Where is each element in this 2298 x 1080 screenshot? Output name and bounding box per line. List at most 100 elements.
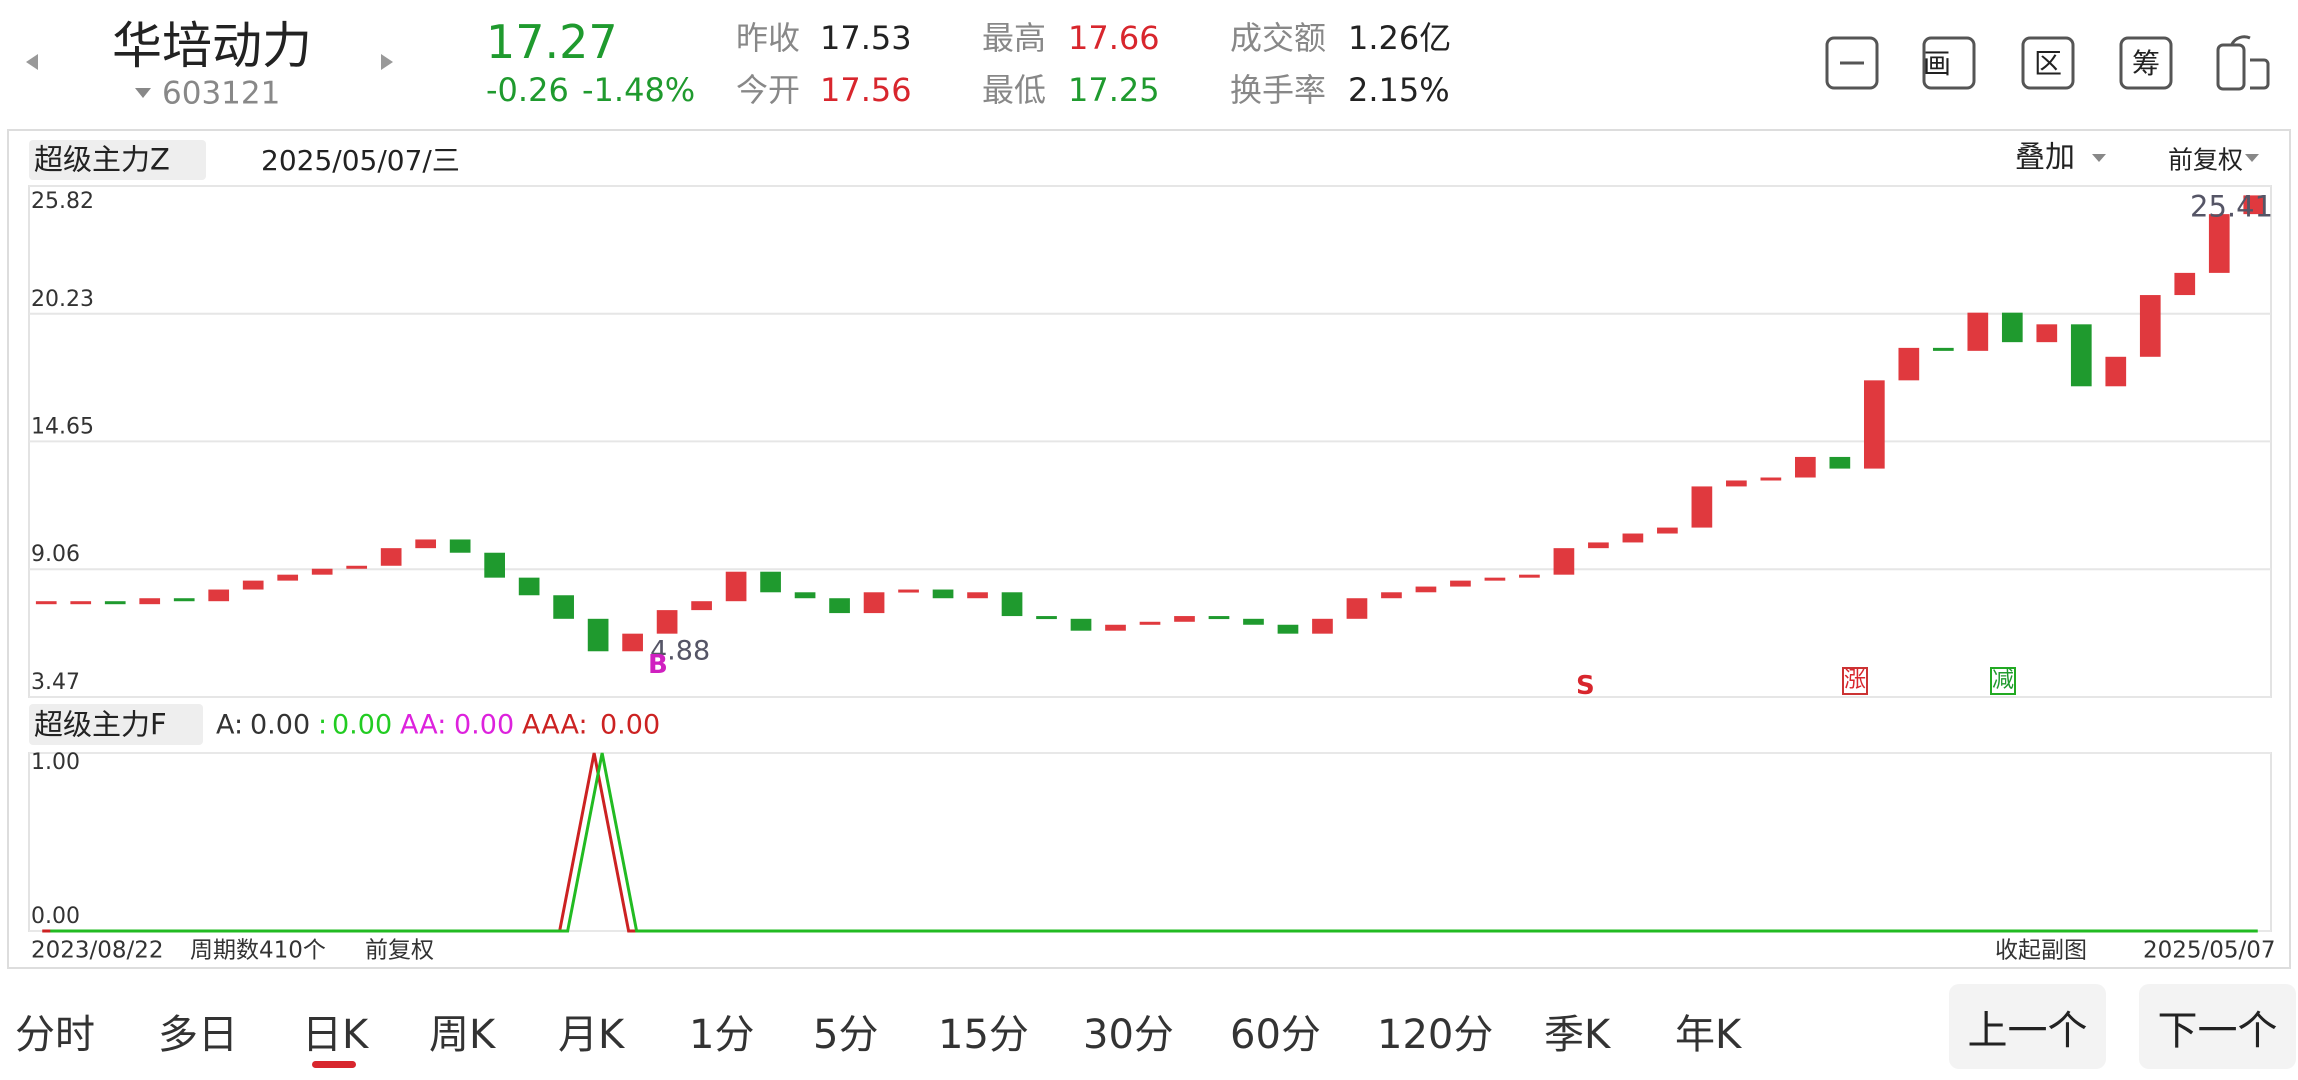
candle [1139,621,1161,625]
stat-value: 1.26亿 [1348,19,1452,57]
forward-arrow[interactable] [381,54,393,70]
tab[interactable]: 30分 [1083,1012,1174,1058]
candle [1070,618,1092,631]
stat-label: 最高 [982,19,1047,57]
stat-value: 2.15% [1348,71,1450,109]
collapse[interactable]: 收起副图 [1995,937,2087,964]
candle [415,539,437,549]
chart-panel [7,129,2291,969]
legend-name: A: [216,709,244,741]
y-tick-label: 3.47 [31,670,80,695]
tab-underline [312,1061,356,1068]
candle [1277,624,1299,634]
legend-value: 0.00 [250,709,311,741]
candle [1415,586,1437,593]
back-arrow[interactable] [26,54,38,70]
candle [1967,312,1989,351]
legend-value: 0.00 [332,709,393,741]
signal: S [1576,671,1595,701]
code-triangle [135,88,151,98]
stat-label: 换手率 [1230,71,1327,109]
price: 17.27 [486,15,618,69]
tab[interactable]: 120分 [1377,1012,1494,1058]
sub-plot [28,752,2272,932]
stock-name: 华培动力 [112,17,312,75]
candle [898,589,919,593]
stat-label: 今开 [736,71,801,109]
indicator-box[interactable] [29,140,206,180]
tab[interactable]: 60分 [1230,1012,1321,1058]
legend-name: AAA: [522,709,588,741]
icon-range[interactable] [2021,36,2075,90]
adjust-triangle[interactable] [2245,154,2259,162]
y-tick-label: 1.00 [31,750,80,775]
stat-value: 17.25 [1068,71,1160,109]
candle [932,589,954,599]
sub-line [42,752,2250,933]
stat-label: 昨收 [736,19,801,57]
sub-indicator[interactable]: 超级主力F [34,707,167,742]
candle [829,598,850,614]
icon-chip[interactable] [2119,36,2173,90]
candle [277,574,299,581]
overlay-triangle[interactable] [2092,154,2106,162]
y-tick-label: 9.06 [31,542,80,567]
tab[interactable]: 1分 [689,1012,755,1058]
legend-name: : [318,709,328,741]
change-pct: -1.48% [582,71,696,109]
candle [1657,527,1678,534]
prev-button[interactable]: 上一个 [1949,984,2106,1069]
candle [691,601,712,611]
tab[interactable]: 5分 [813,1012,879,1058]
candle [346,565,368,569]
sub-indicator-box[interactable] [29,704,203,745]
signal-box [1990,667,2016,695]
tab[interactable]: 15分 [938,1012,1029,1058]
candle [794,592,816,599]
candle [1243,618,1264,625]
candle [1174,616,1195,622]
toolbar-icons [1825,35,2270,91]
tab[interactable]: 季K [1544,1012,1611,1058]
y-tick-label: 0.00 [31,904,80,929]
adjust[interactable]: 前复权 [2168,145,2244,175]
next-button[interactable]: 下一个 [2139,984,2296,1069]
candle [173,598,195,602]
icon-minus[interactable] [1825,36,1879,90]
candle [1932,347,1954,351]
candle [1346,598,1368,619]
candle [1726,480,1747,487]
y-tick-label: 20.23 [31,287,94,312]
legend-value: 0.00 [454,709,515,741]
tab[interactable]: 日K [302,1012,369,1058]
tab[interactable]: 分时 [15,1012,95,1058]
candle [2001,312,2023,343]
y-tick-label: 14.65 [31,414,94,439]
period-count: 周期数410个 [190,937,326,964]
candle [1484,577,1506,581]
candle [622,633,643,652]
icon-rotate[interactable] [2216,43,2246,91]
signal: 涨 [1844,668,1867,693]
candle [2243,195,2265,215]
candle [139,598,161,605]
icon-label: 画 [1922,47,1952,80]
candle [70,601,92,605]
candle [1795,456,1816,478]
candle [104,601,126,605]
tab[interactable]: 月K [558,1012,625,1058]
legend-name: AA: [400,709,447,741]
tab[interactable]: 多日 [158,1012,238,1058]
stock-code: 603121 [162,75,281,112]
candle [1105,624,1126,631]
signal-box [1842,667,1868,695]
candle [1863,380,1885,469]
icon-draw[interactable] [1922,36,1976,90]
overlay[interactable]: 叠加 [2015,140,2075,175]
indicator[interactable]: 超级主力Z [34,142,170,177]
candle [2105,356,2127,387]
stat-value: 17.53 [820,19,912,57]
tab[interactable]: 年K [1675,1012,1742,1058]
tab[interactable]: 周K [429,1012,496,1058]
stat-label: 最低 [982,71,1047,109]
